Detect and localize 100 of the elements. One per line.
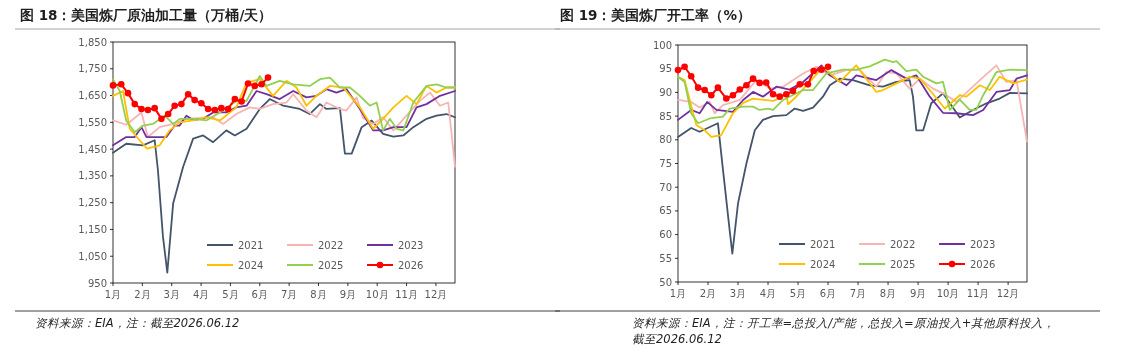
point	[743, 81, 750, 89]
x-tick-label: 4月	[192, 289, 210, 300]
point	[251, 82, 259, 90]
point	[117, 81, 125, 88]
point	[796, 81, 804, 88]
point	[708, 91, 715, 99]
legend-label: 2021	[810, 239, 836, 250]
x-tick-label: 11月	[395, 289, 418, 300]
y-tick-label: 65	[659, 205, 672, 217]
legend-label: 2025	[890, 259, 916, 270]
y-tick-label: 1,050	[78, 250, 107, 262]
legend-label: 2023	[970, 239, 996, 250]
point	[151, 104, 158, 112]
point	[804, 81, 812, 88]
y-tick-label: 1,850	[78, 36, 107, 48]
y-tick-label: 90	[659, 86, 672, 98]
point	[218, 104, 225, 112]
x-tick-label: 2月	[699, 288, 717, 299]
point	[224, 105, 232, 113]
legend-label: 2024	[810, 259, 836, 270]
point	[158, 115, 165, 123]
y-tick-label: 60	[659, 229, 672, 241]
point	[681, 63, 688, 71]
x-tick-label: 12月	[424, 289, 448, 300]
legend-label: 2021	[238, 240, 264, 251]
x-tick-label: 6月	[819, 288, 837, 299]
y-tick-label: 55	[659, 252, 672, 264]
x-tick-label: 9月	[909, 288, 927, 299]
point	[144, 106, 152, 114]
point	[701, 86, 709, 94]
legend-label: 2025	[318, 260, 344, 271]
x-tick-label: 4月	[759, 288, 777, 299]
x-tick-label: 5月	[789, 288, 807, 299]
y-tick-label: 1,650	[78, 90, 107, 102]
point	[749, 75, 757, 82]
legend-label: 2024	[238, 260, 264, 271]
y-tick-label: 1,150	[78, 223, 107, 235]
y-tick-label: 50	[659, 276, 672, 288]
x-tick-label: 12月	[996, 288, 1020, 299]
point	[762, 79, 770, 86]
point	[789, 87, 797, 95]
point	[198, 100, 205, 107]
chart-title: 图 19：美国炼厂开工率（%）	[560, 7, 752, 23]
x-tick-label: 11月	[966, 288, 990, 299]
point	[109, 82, 117, 89]
x-tick-label: 2月	[134, 289, 151, 300]
legend-label: 2022	[890, 239, 916, 250]
x-tick-label: 1月	[104, 289, 122, 300]
point	[231, 95, 239, 103]
point	[171, 102, 178, 110]
y-tick-label: 1,350	[78, 170, 107, 182]
point	[723, 95, 730, 102]
point	[238, 98, 245, 105]
point	[776, 93, 784, 100]
point	[818, 66, 825, 73]
y-tick-label: 1,550	[78, 116, 107, 128]
point	[191, 96, 198, 104]
point	[124, 89, 132, 97]
point	[258, 81, 265, 88]
point	[211, 106, 219, 114]
x-tick-label: 7月	[280, 289, 298, 300]
point	[138, 105, 145, 113]
x-tick-label: 10月	[365, 289, 389, 300]
x-tick-label: 8月	[310, 289, 327, 300]
y-tick-label: 1,450	[78, 143, 107, 155]
y-tick-label: 950	[87, 277, 107, 289]
point	[178, 100, 185, 108]
x-tick-label: 7月	[849, 288, 867, 299]
point	[783, 91, 790, 98]
x-tick-label: 5月	[222, 289, 239, 300]
point	[810, 67, 817, 75]
legend-label: 2023	[398, 240, 424, 251]
point	[674, 66, 682, 74]
point	[769, 91, 777, 98]
point	[756, 79, 763, 87]
point	[244, 80, 252, 87]
point	[736, 86, 744, 93]
y-tick-label: 100	[652, 39, 672, 51]
point	[694, 84, 702, 91]
x-tick-label: 3月	[163, 289, 180, 300]
point	[729, 91, 737, 99]
legend-label: 2026	[398, 260, 424, 271]
x-tick-label: 1月	[669, 288, 687, 299]
point	[164, 110, 172, 118]
y-tick-label: 95	[659, 63, 672, 75]
x-tick-label: 6月	[251, 289, 268, 300]
y-tick-label: 70	[659, 181, 672, 193]
point	[184, 90, 192, 98]
point	[131, 100, 139, 108]
x-tick-label: 9月	[339, 289, 357, 300]
y-tick-label: 80	[659, 134, 672, 146]
y-tick-label: 1,750	[78, 63, 107, 75]
point	[204, 105, 212, 113]
x-tick-label: 10月	[936, 288, 960, 299]
x-tick-label: 3月	[729, 288, 747, 299]
legend-label: 2022	[318, 240, 344, 251]
y-tick-label: 85	[659, 110, 672, 122]
legend-label: 2026	[970, 259, 996, 270]
point	[714, 84, 722, 91]
text: 资料来源：EIA，注：开工率=总投入/产能，总投入=原油投入+其他原料投入，截至2026.06.12	[632, 316, 1056, 346]
